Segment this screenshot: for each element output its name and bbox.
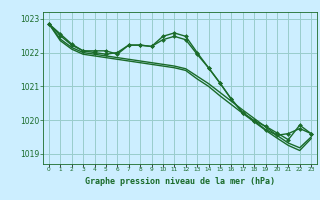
- X-axis label: Graphe pression niveau de la mer (hPa): Graphe pression niveau de la mer (hPa): [85, 177, 275, 186]
